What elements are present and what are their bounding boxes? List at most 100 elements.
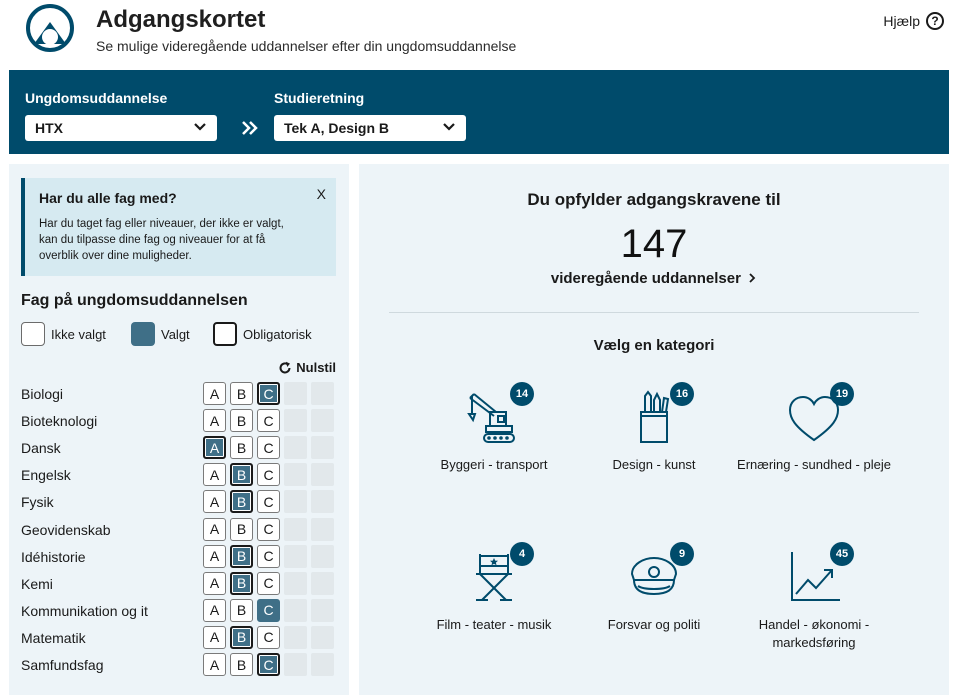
level-b-button[interactable]: B <box>230 436 253 460</box>
empty-level-slot <box>284 544 307 568</box>
level-b-button[interactable]: B <box>230 517 253 541</box>
level-a-button[interactable]: A <box>203 571 226 595</box>
heart-icon <box>788 395 840 442</box>
level-b-button[interactable]: B <box>230 544 253 568</box>
double-chevron-right-icon <box>242 121 258 135</box>
legend-required: Obligatorisk <box>213 322 312 346</box>
level-c-button[interactable]: C <box>257 517 280 541</box>
results-link[interactable]: videregående uddannelser <box>359 270 949 287</box>
level-c-button[interactable]: C <box>257 598 280 622</box>
level-c-button[interactable]: C <box>257 544 280 568</box>
level-a-button[interactable]: A <box>203 463 226 487</box>
education-select-value: HTX <box>35 120 63 136</box>
chevron-right-icon <box>749 273 756 283</box>
pencil-cup-icon <box>640 390 670 443</box>
subject-name: Kemi <box>21 575 53 592</box>
level-b-button[interactable]: B <box>230 382 253 405</box>
empty-level-slot <box>284 409 307 433</box>
level-a-button[interactable]: A <box>203 436 226 460</box>
empty-level-slot <box>311 544 334 568</box>
empty-level-slot <box>311 463 334 487</box>
level-b-button[interactable]: B <box>230 409 253 433</box>
app-title: Adgangskortet <box>96 6 266 33</box>
category-forsvar-og-politi[interactable]: 9 Forsvar og politi <box>574 542 734 680</box>
level-c-button[interactable]: C <box>257 653 280 676</box>
subject-name: Kommunikation og it <box>21 602 148 619</box>
level-c-button[interactable]: C <box>257 436 280 460</box>
level-a-button[interactable]: A <box>203 653 226 676</box>
subject-name: Geovidenskab <box>21 521 111 538</box>
level-c-button[interactable]: C <box>257 463 280 487</box>
help-button[interactable]: Hjælp ? <box>883 12 944 30</box>
category-heading: Vælg en kategori <box>593 337 715 354</box>
chevron-down-icon <box>443 123 455 131</box>
result-title: Du opfylder adgangskravene til <box>527 190 781 209</box>
legend-swatch-selected <box>131 322 155 346</box>
empty-level-slot <box>311 436 334 460</box>
subject-name: Biologi <box>21 386 64 402</box>
level-b-button[interactable]: B <box>230 653 253 676</box>
level-a-button[interactable]: A <box>203 382 226 405</box>
level-a-button[interactable]: A <box>203 625 226 649</box>
level-a-button[interactable]: A <box>203 517 226 541</box>
direction-select[interactable]: Tek A, Design B <box>274 115 466 141</box>
education-select[interactable]: HTX <box>25 115 217 141</box>
empty-level-slot <box>284 517 307 541</box>
level-c-button[interactable]: C <box>257 625 280 649</box>
question-icon: ? <box>926 12 944 30</box>
filter-bar: Ungdomsuddannelse HTX Studieretning Tek … <box>9 70 949 154</box>
subject-name: Idéhistorie <box>21 548 86 565</box>
empty-level-slot <box>311 625 334 649</box>
category-label: Design - kunst <box>612 457 696 472</box>
subject-row: Bioteknologi A B C <box>21 409 337 434</box>
subject-row: Kommunikation og it A B C <box>21 598 337 624</box>
level-a-button[interactable]: A <box>203 544 226 568</box>
info-box-title: Har du alle fag med? <box>39 190 177 206</box>
level-b-button[interactable]: B <box>230 625 253 649</box>
results-link-label: videregående uddannelser <box>550 270 741 287</box>
legend-swatch-required <box>213 322 237 346</box>
legend-swatch-not-selected <box>21 322 45 346</box>
category-ernaering-sundhed-pleje[interactable]: 19 Ernæring - sundhed - pleje <box>734 382 894 520</box>
empty-level-slot <box>311 382 334 405</box>
category-count-badge: 16 <box>670 382 694 406</box>
level-b-button[interactable]: B <box>230 490 253 514</box>
subject-row: Geovidenskab A B C <box>21 517 337 543</box>
subject-row: Fysik A B C <box>21 490 337 515</box>
empty-level-slot <box>311 517 334 541</box>
level-b-button[interactable]: B <box>230 463 253 487</box>
subject-row: Dansk A B C <box>21 436 337 461</box>
subject-row: Engelsk A B C <box>21 463 337 488</box>
category-handel-oekonomi-markedsfoering[interactable]: 45 Handel - økonomi - markedsføring <box>734 542 894 680</box>
close-icon[interactable]: X <box>316 186 326 202</box>
level-c-button[interactable]: C <box>257 409 280 433</box>
level-a-button[interactable]: A <box>203 598 226 622</box>
result-count: 147 <box>620 222 688 266</box>
level-a-button[interactable]: A <box>203 490 226 514</box>
subject-name: Dansk <box>21 440 61 457</box>
subject-row: Samfundsfag A B C <box>21 653 337 678</box>
legend-not-selected: Ikke valgt <box>21 322 106 346</box>
subject-row: Biologi A B C <box>21 382 337 407</box>
empty-level-slot <box>311 571 334 595</box>
level-c-button[interactable]: C <box>257 490 280 514</box>
level-b-button[interactable]: B <box>230 598 253 622</box>
empty-level-slot <box>284 653 307 676</box>
level-c-button[interactable]: C <box>257 382 280 405</box>
legend-label-not-selected: Ikke valgt <box>51 326 106 342</box>
chevron-down-icon <box>194 123 206 131</box>
subjects-section-title: Fag på ungdomsuddannelsen <box>21 292 248 309</box>
direction-select-value: Tek A, Design B <box>284 120 390 136</box>
category-label: Handel - økonomi - markedsføring <box>758 617 870 650</box>
category-design-kunst[interactable]: 16 Design - kunst <box>574 382 734 520</box>
category-byggeri-transport[interactable]: 14 Byggeri - transport <box>414 382 574 520</box>
subject-row: Idéhistorie A B C <box>21 544 337 570</box>
subject-name: Samfundsfag <box>21 657 104 673</box>
category-count-badge: 14 <box>510 382 534 406</box>
level-c-button[interactable]: C <box>257 571 280 595</box>
category-film-teater-musik[interactable]: 4 Film - teater - musik <box>414 542 574 680</box>
category-label: Byggeri - transport <box>440 457 548 472</box>
level-b-button[interactable]: B <box>230 571 253 595</box>
level-a-button[interactable]: A <box>203 409 226 433</box>
reset-button[interactable]: Nulstil <box>278 360 336 375</box>
